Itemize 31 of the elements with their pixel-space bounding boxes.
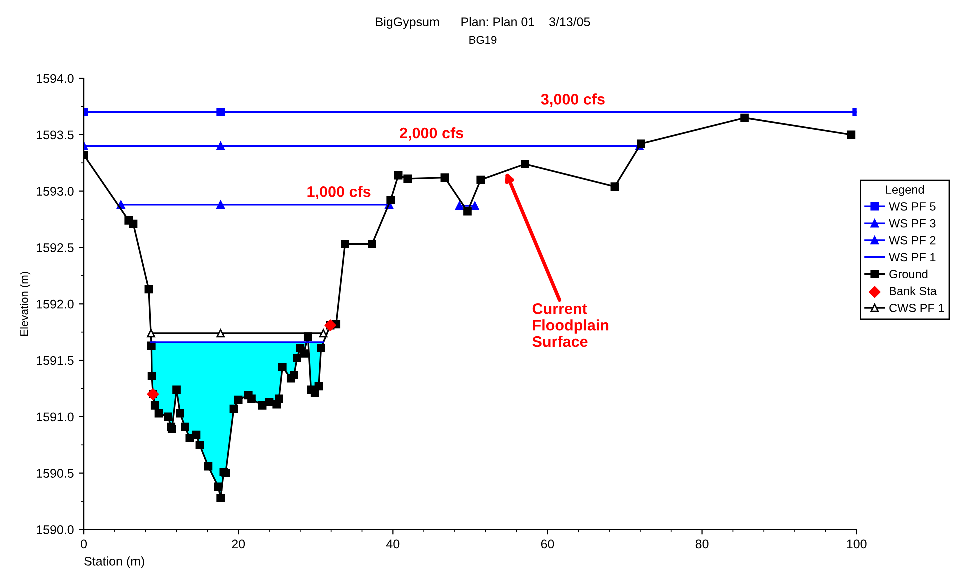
legend-label: CWS PF 1 (890, 304, 944, 312)
y-axis-title: Elevation (m) (20, 272, 31, 336)
annotation: 2,000 cfs (400, 127, 464, 141)
x-tick-label: 60 (541, 540, 554, 549)
legend-title: Legend (886, 185, 924, 196)
annotation: 3,000 cfs (541, 94, 605, 108)
chart-title: BigGypsum Plan: Plan 01 3/13/05 (376, 17, 590, 29)
y-tick-label: 1590.5 (37, 469, 74, 478)
y-tick-label: 1592.0 (37, 300, 74, 309)
y-tick-label: 1591.5 (37, 356, 74, 366)
x-tick-label: 40 (386, 540, 400, 549)
legend-label: Bank Sta (890, 286, 937, 296)
x-tick-label: 80 (696, 540, 709, 549)
y-tick-label: 1590.0 (37, 526, 74, 534)
chart-subtitle: BG19 (470, 36, 497, 44)
legend-label: WS PF 1 (889, 253, 936, 262)
annotation: 1,000 cfs (308, 186, 371, 200)
x-tick-label: 20 (232, 540, 246, 549)
legend-label: Ground (890, 270, 928, 279)
x-tick-label: 0 (81, 540, 88, 549)
y-tick-label: 1594.0 (37, 74, 74, 84)
y-tick-label: 1593.5 (37, 130, 74, 140)
annotation: Current Floodplain Surface (532, 304, 609, 348)
y-tick-label: 1592.5 (37, 244, 74, 252)
y-tick-label: 1591.0 (37, 412, 74, 422)
legend-label: WS PF 5 (889, 202, 936, 211)
legend-label: WS PF 3 (889, 219, 936, 228)
legend-label: WS PF 2 (889, 236, 936, 245)
y-tick-label: 1593.0 (37, 187, 74, 196)
x-axis-title: Station (m) (84, 556, 144, 568)
x-tick-label: 100 (847, 540, 867, 549)
